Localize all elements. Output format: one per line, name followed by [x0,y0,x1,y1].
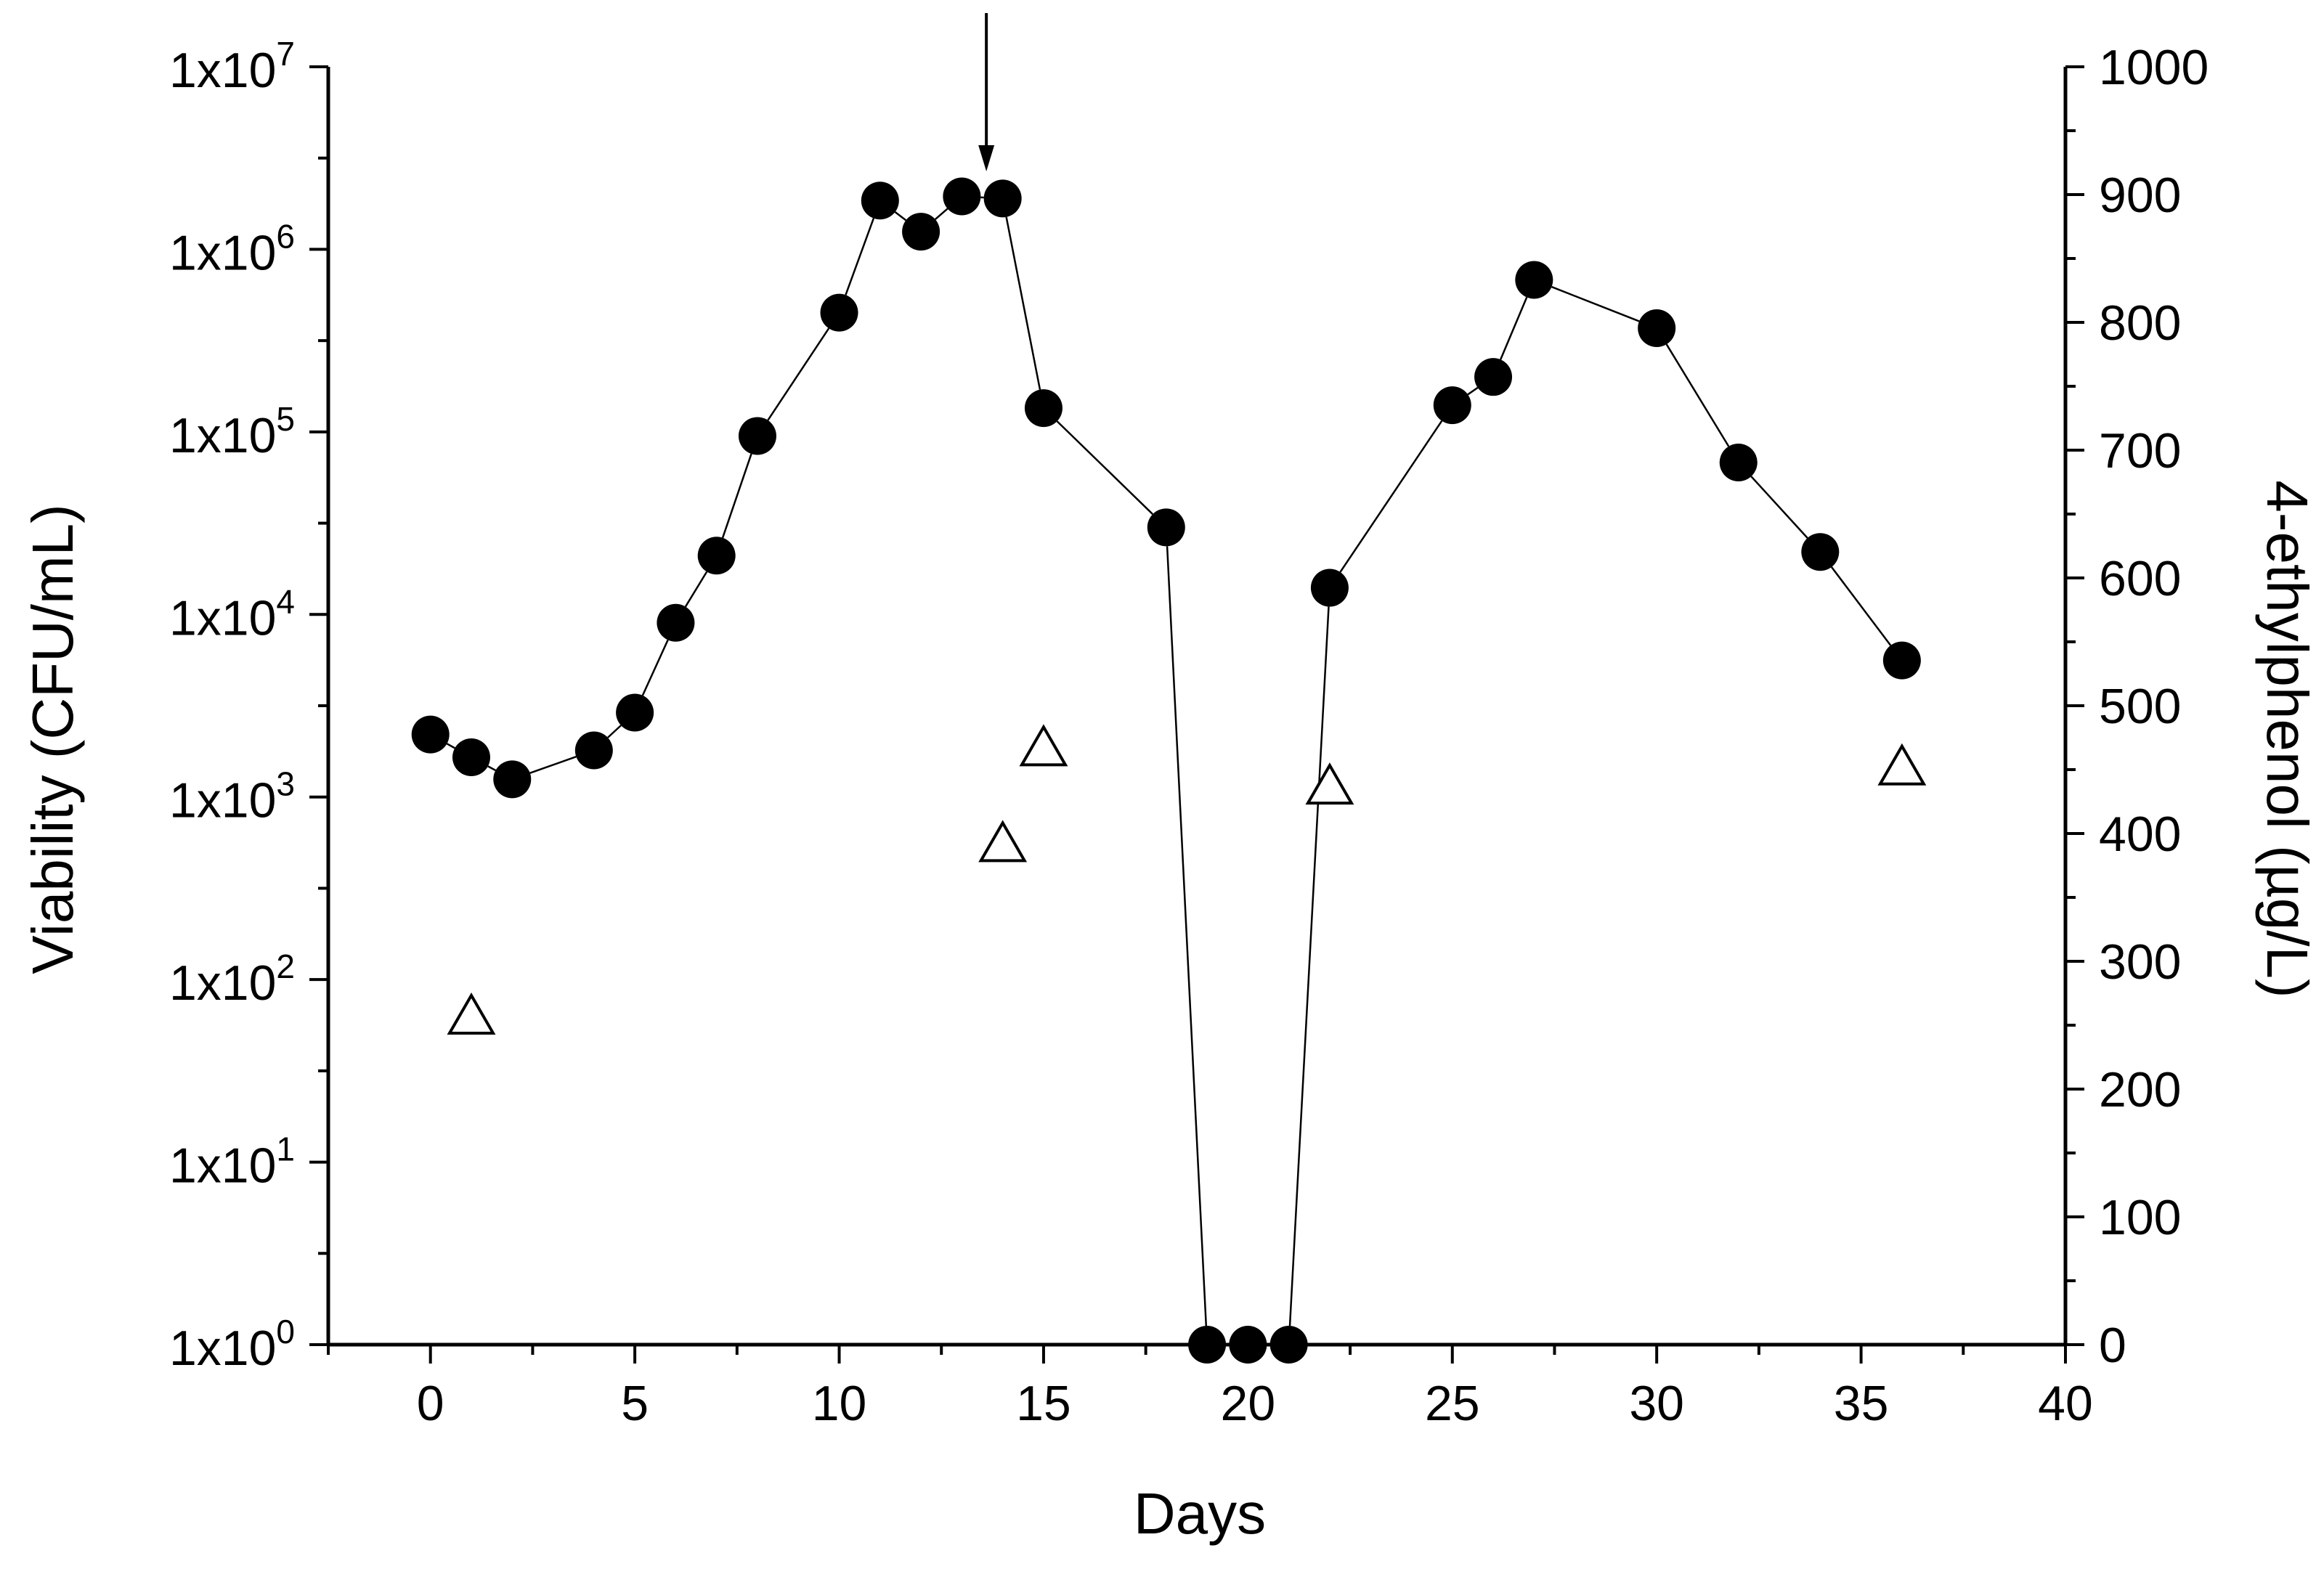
y-right-tick-label: 700 [2099,423,2181,478]
data-point-circle [1311,569,1349,607]
ticks [309,67,2084,1364]
data-point-circle [1025,389,1063,427]
x-tick-label: 20 [1221,1376,1276,1431]
data-point-circle [1188,1326,1226,1364]
y-right-tick-label: 500 [2099,679,2181,734]
y-left-tick-label: 1x104 [169,582,295,645]
data-point-circle [1270,1326,1308,1364]
y-right-tick-label: 100 [2099,1190,2181,1245]
series-line-segment [608,725,621,738]
y-left-tick-label: 1x102 [169,947,295,1011]
data-point-circle [984,179,1022,217]
y-right-tick-label: 800 [2099,296,2181,351]
y-left-axis-title: Viability (CFU/mL) [20,504,85,974]
x-tick-label: 25 [1425,1376,1480,1431]
series-line-segment [488,766,496,770]
data-point-circle [902,213,940,250]
y-left-tick-label: 1x105 [169,400,295,463]
data-point-circle [1434,386,1471,424]
y-left-tick-label: 1x107 [169,35,295,98]
y-left-tick-label: 1x103 [169,765,295,828]
series-line-segment [1832,567,1890,645]
data-point-circle [1474,358,1512,396]
data-point-triangle [450,995,493,1033]
annotations [978,13,994,171]
x-tick-label: 15 [1016,1376,1071,1431]
x-tick-label: 35 [1834,1376,1889,1431]
series-line-segment [768,328,829,420]
data-point-circle [452,738,490,776]
annotation-arrow-head [978,145,994,171]
data-point-circle [1801,533,1839,571]
series-line-segment [845,219,873,296]
series-line-segment [1340,421,1442,572]
data-point-circle [821,294,858,332]
x-tick-label: 40 [2038,1376,2093,1431]
x-axis-title: Days [1134,1481,1266,1546]
data-point-circle [1720,444,1758,481]
y-right-tick-label: 0 [2099,1318,2126,1373]
data-point-circle [1638,309,1675,347]
y-right-tick-label: 900 [2099,168,2181,223]
x-tick-label: 10 [812,1376,867,1431]
y-right-tick-label: 1000 [2099,40,2209,95]
series-line-segment [530,757,577,773]
data-point-triangle [1308,765,1352,803]
data-point-circle [493,760,531,798]
series-line-segment [1290,607,1328,1326]
series-line-segment [1751,476,1807,538]
series-line-segment [1007,217,1040,390]
data-point-triangle [1022,727,1065,765]
data-point-circle [943,178,980,216]
series-marks [412,178,1924,1364]
data-point-circle [575,732,613,770]
data-point-triangle [981,823,1025,860]
y-right-tick-label: 400 [2099,807,2181,862]
y-right-tick-label: 300 [2099,934,2181,990]
x-tick-label: 5 [621,1376,649,1431]
series-line-segment [1667,344,1729,447]
series-line-segment [643,640,668,695]
y-left-tick-label: 1x100 [169,1313,295,1376]
data-point-circle [739,417,776,455]
data-point-circle [616,693,654,731]
data-point-circle [657,604,694,642]
series-line-segment [1057,421,1153,514]
series-line-segment [1500,298,1527,360]
series-line-segment [1167,546,1206,1326]
series-line-segment [723,454,751,538]
y-right-tick-label: 200 [2099,1062,2181,1117]
data-point-triangle [1880,746,1924,784]
data-point-circle [412,716,450,754]
data-point-circle [861,182,899,219]
y-left-tick-label: 1x106 [169,217,295,280]
series-line-segment [1468,388,1478,394]
data-point-circle [698,537,736,574]
y-left-tick-label: 1x101 [169,1130,295,1194]
data-point-circle [1147,508,1185,546]
data-point-circle [1883,642,1921,680]
series-line-segment [895,212,906,220]
data-point-circle [1515,261,1553,299]
series-line-segment [1552,287,1639,321]
x-tick-label: 30 [1629,1376,1684,1431]
tick-labels: 0 5 10 15 20 25 30 35 40 1x100 1x101 1x102 1x103 1x10… [169,35,2209,1431]
y-right-axis-title: 4-ethylphenol (µg/L) [2255,480,2320,998]
series-lines [447,197,1890,1345]
x-tick-label: 0 [417,1376,444,1431]
series-line-segment [447,743,455,748]
series-line-segment [686,571,707,606]
data-point-circle [1229,1326,1267,1364]
series-line-segment [935,208,948,219]
y-right-tick-label: 600 [2099,551,2181,606]
